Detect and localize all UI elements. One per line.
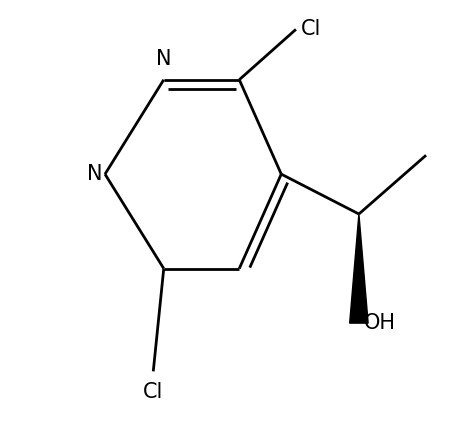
Polygon shape [350, 214, 368, 323]
Text: N: N [156, 49, 171, 69]
Text: Cl: Cl [143, 382, 164, 402]
Text: OH: OH [364, 313, 396, 333]
Text: Cl: Cl [301, 19, 322, 39]
Text: N: N [88, 164, 103, 184]
